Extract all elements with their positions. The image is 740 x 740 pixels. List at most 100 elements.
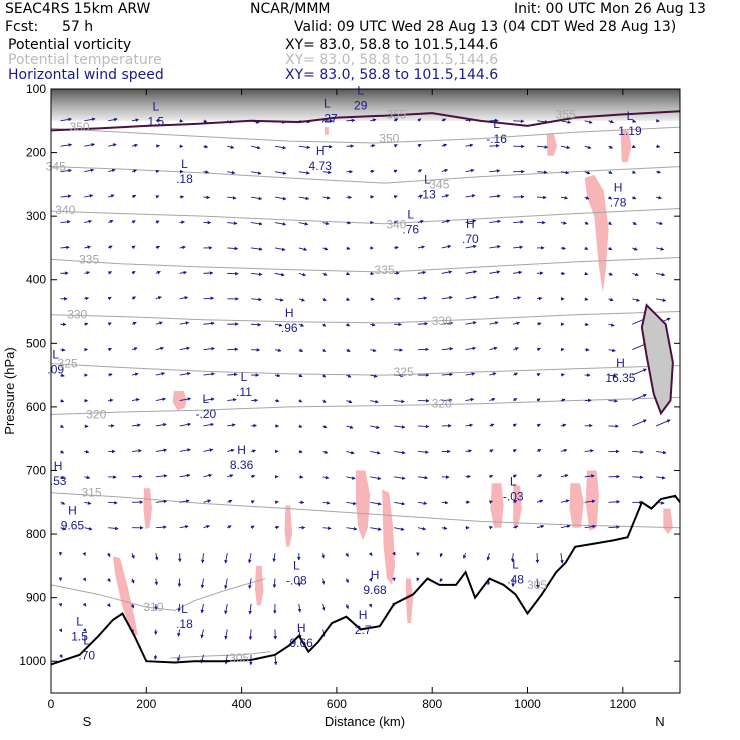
theta-label-325: 325	[58, 357, 78, 371]
wind-vector-295	[368, 552, 373, 556]
wind-vector-161	[227, 398, 237, 402]
wind-vector-452	[584, 196, 590, 200]
pv-extremum-type: H	[371, 568, 380, 582]
pv-extremum-value: -.27	[317, 111, 338, 125]
wind-vector-46	[108, 194, 115, 198]
pv-extremum-value: 16.35	[605, 371, 635, 385]
wind-vector-337	[441, 118, 447, 122]
model-title: SEAC4RS 15km ARW	[5, 1, 151, 17]
wind-vector-344	[441, 295, 453, 300]
wind-vector-403	[513, 372, 519, 377]
wind-vector-324	[417, 270, 427, 275]
wind-vector-230	[298, 475, 304, 479]
wind-vector-421	[536, 347, 542, 352]
theta-contour-315	[51, 492, 680, 529]
pv-extremum-type: L	[407, 208, 414, 222]
wind-vector-334	[417, 526, 427, 531]
field-xy-potential-temperature: XY= 83.0, 58.8 to 101.5,144.6	[285, 52, 499, 68]
wind-vector-89	[155, 245, 161, 250]
wind-vector-383	[489, 346, 498, 351]
wind-vector-14	[60, 475, 65, 480]
wind-vector-332	[417, 475, 429, 480]
pv-contour-tropopause	[51, 110, 680, 132]
wind-vector-466	[608, 119, 614, 124]
theta-contour-350	[51, 126, 680, 144]
wind-vector-192	[248, 629, 253, 641]
wind-vector-0	[60, 117, 72, 122]
wind-vector-276	[345, 578, 349, 584]
wind-vector-445	[560, 474, 569, 478]
wind-vector-129	[203, 144, 209, 149]
x-end-north: N	[655, 714, 664, 729]
y-tick-label: 1000	[19, 654, 46, 668]
wind-vector-98	[155, 474, 168, 478]
wind-vector-248	[322, 399, 327, 403]
pv-extremum-type: H	[54, 459, 63, 473]
wind-vector-154	[227, 221, 238, 225]
wind-vector-68	[131, 245, 136, 250]
wind-vector-92	[155, 321, 163, 325]
wind-vector-205	[274, 398, 280, 403]
wind-vector-50	[107, 296, 112, 301]
wind-vector-165	[227, 499, 233, 504]
wind-vector-39	[82, 552, 86, 557]
wind-vector-393	[513, 119, 525, 123]
theta-contour-310	[51, 578, 266, 611]
wind-vector-263	[346, 246, 351, 250]
y-axis-label: Pressure (hPa)	[2, 347, 17, 434]
wind-vector-339	[441, 168, 449, 173]
wind-vector-441	[560, 373, 565, 377]
wind-vector-342	[441, 244, 452, 249]
wind-vector-24	[84, 168, 95, 173]
wind-vector-151	[227, 145, 235, 149]
pv-extremum-type: L	[52, 348, 59, 362]
wind-vector-212	[272, 578, 277, 589]
wind-vector-137	[203, 346, 216, 351]
wind-vector-36	[84, 475, 91, 480]
wind-vector-148	[200, 629, 204, 639]
wind-vector-420	[536, 322, 542, 326]
wind-vector-201	[274, 298, 284, 302]
pv-extremum-type: L	[493, 117, 500, 131]
wind-vector-325	[417, 296, 428, 300]
pv-extremum-value: .96	[281, 321, 298, 335]
wind-vector-471	[608, 246, 613, 251]
wind-vector-363	[465, 295, 478, 300]
pv-extremum-value: .09	[47, 363, 64, 377]
wind-vector-402	[513, 347, 519, 351]
y-tick-label: 700	[26, 463, 46, 477]
wind-vector-368	[465, 423, 474, 428]
wind-vector-229	[298, 449, 303, 454]
wind-vector-423	[536, 398, 541, 402]
pv-contour-north-high	[640, 303, 674, 416]
pv-extremum-type: H	[614, 180, 623, 194]
theta-label-310: 310	[143, 600, 163, 614]
wind-vector-110	[179, 220, 185, 225]
wind-vector-425	[536, 449, 542, 453]
wind-vector-494	[632, 394, 647, 401]
pv-region-1	[112, 556, 138, 636]
wind-vector-366	[465, 372, 476, 376]
wind-vector-3	[60, 194, 72, 198]
wind-vector-258	[346, 118, 356, 123]
wind-vector-454	[584, 246, 589, 250]
pv-extremum-type: L	[357, 84, 364, 98]
wind-vector-167	[224, 553, 228, 564]
theta-label-340: 340	[55, 203, 75, 217]
wind-vector-354	[439, 552, 444, 558]
pv-region-7	[382, 489, 396, 585]
pv-region-11	[546, 133, 558, 156]
wind-vector-90	[155, 271, 161, 275]
wind-vector-482	[608, 525, 620, 529]
wind-vector-218	[298, 171, 310, 175]
wind-vector-490	[632, 298, 641, 302]
wind-vector-345	[441, 321, 454, 325]
pv-extremum-value: -.03	[503, 490, 524, 504]
wind-vector-43	[108, 117, 118, 122]
theta-contour-340	[51, 208, 680, 225]
wind-vector-389	[488, 500, 493, 504]
wind-vector-336	[416, 577, 420, 582]
pv-extremum-type: H	[68, 503, 77, 517]
wind-vector-210	[274, 525, 280, 530]
